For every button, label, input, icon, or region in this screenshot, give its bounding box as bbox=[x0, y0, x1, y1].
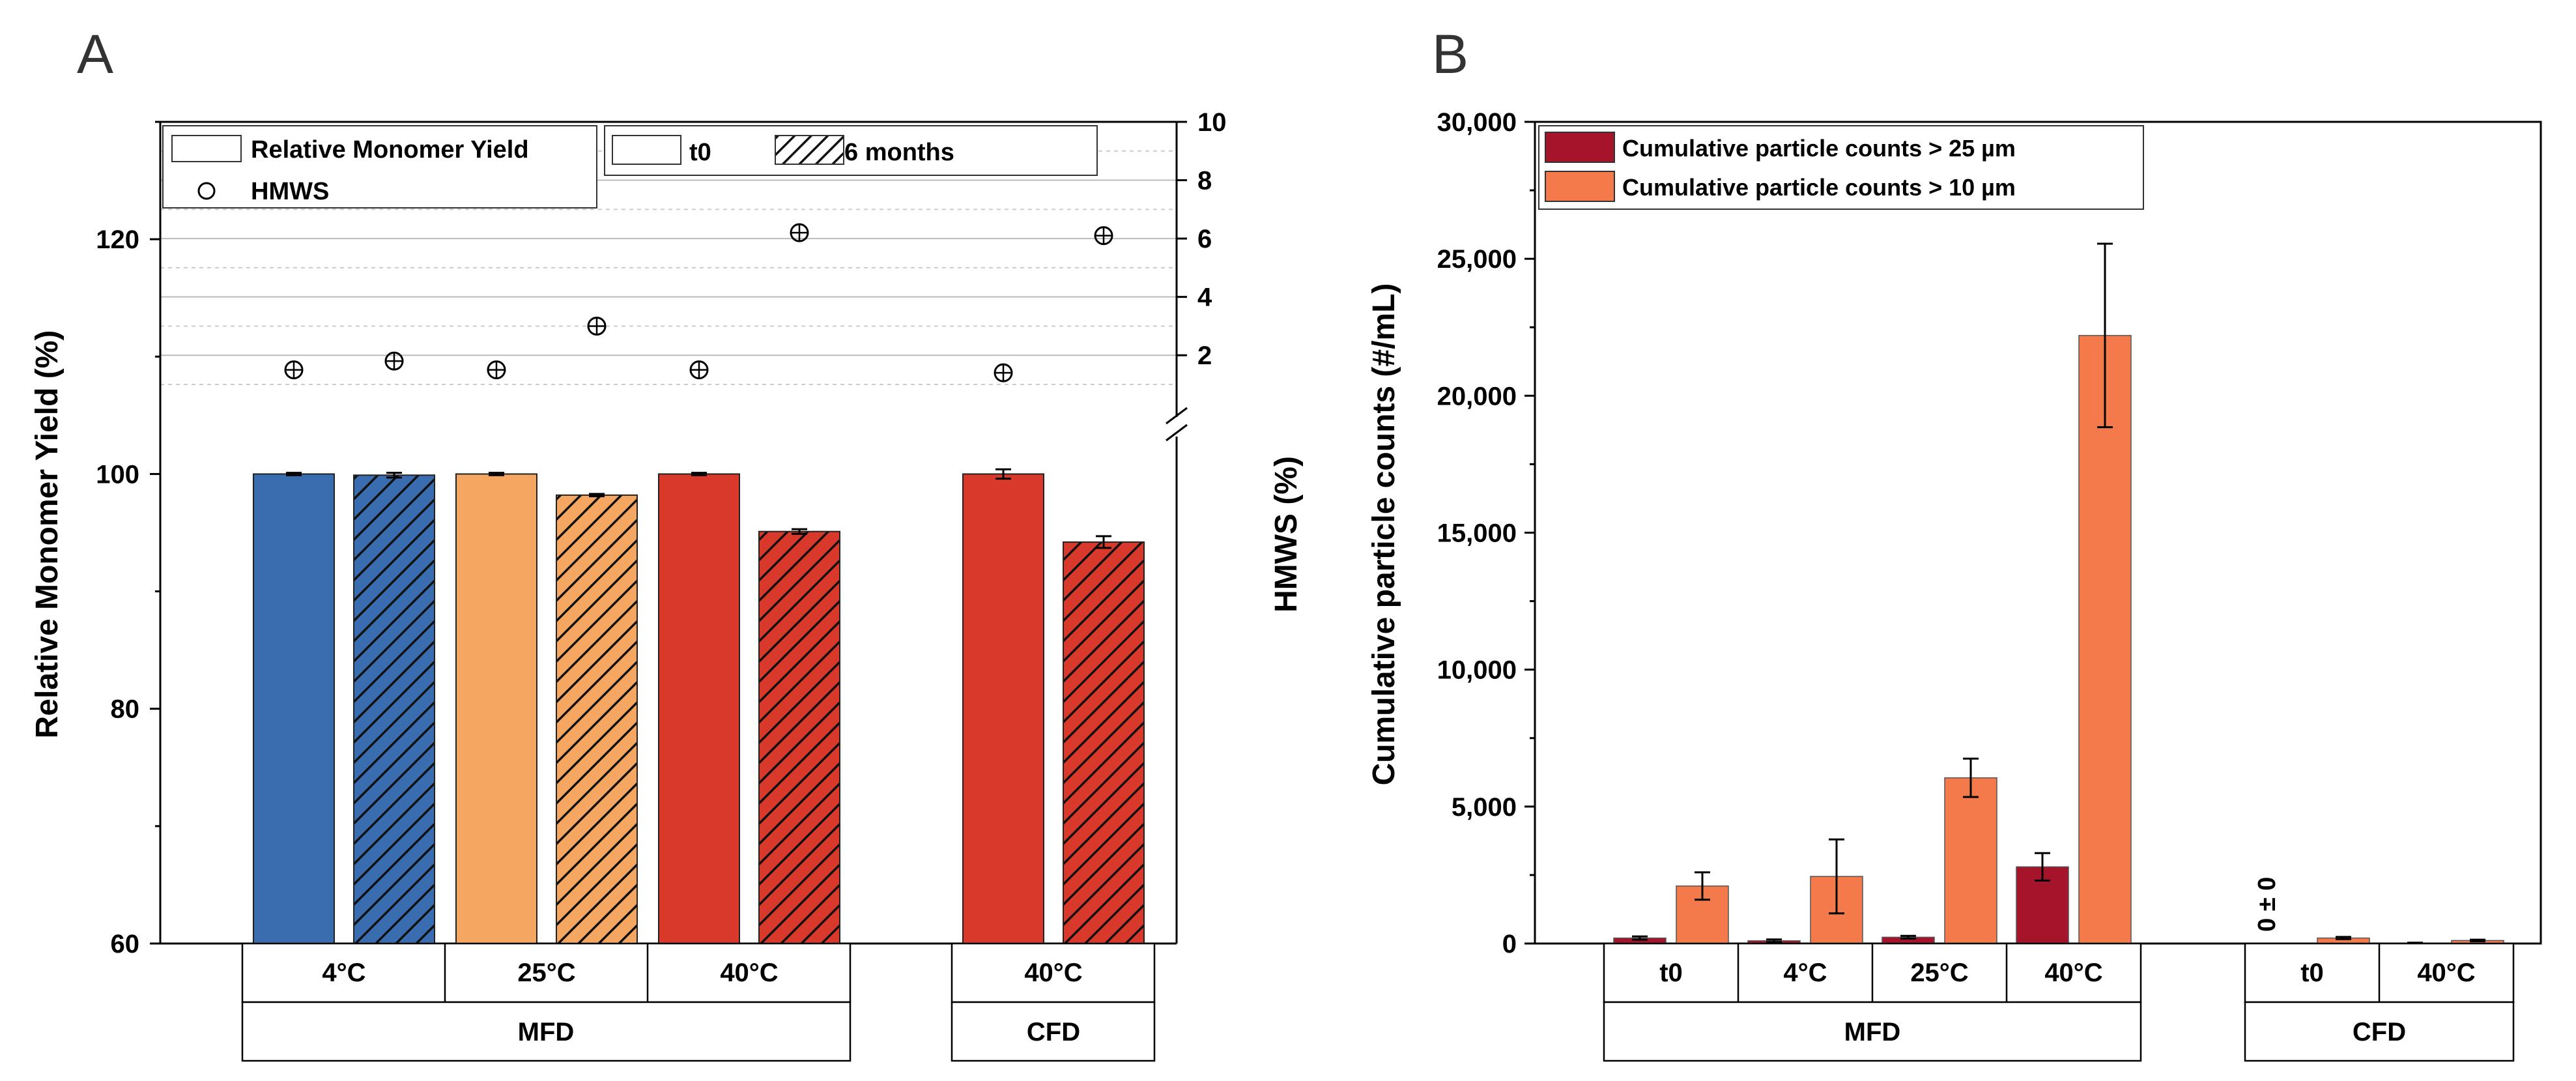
legend-monomer-hmws: Relative Monomer Yield HMWS bbox=[162, 125, 597, 209]
legend-box bbox=[1538, 125, 2144, 210]
monomer-bars bbox=[253, 473, 1145, 944]
plot-frame bbox=[1534, 121, 2542, 945]
condition-label: t0 bbox=[1659, 958, 1683, 987]
legend-particles: Cumulative particle counts > 25 µm Cumul… bbox=[1538, 125, 2144, 210]
bar-6-months bbox=[1063, 541, 1145, 944]
hmws-gridlines bbox=[160, 121, 1177, 385]
y2-tick-label: 6 bbox=[1197, 225, 1212, 253]
legend-swatch-25um bbox=[1545, 132, 1615, 163]
legend-label-6-months: 6 months bbox=[844, 139, 954, 166]
group-label-cfd: CFD bbox=[2353, 1018, 2406, 1046]
group-cell-mfd bbox=[241, 1001, 852, 1062]
legend-swatch-10um bbox=[1545, 171, 1615, 202]
y-tick-label: 120 bbox=[96, 225, 139, 254]
temperature-label: 25°C bbox=[517, 958, 575, 987]
y2-tick-label: 8 bbox=[1197, 167, 1212, 195]
y-tick-label: 20,000 bbox=[1437, 382, 1517, 411]
y-tick-label: 100 bbox=[96, 460, 139, 489]
legend-timepoints: t0 6 months bbox=[604, 125, 1098, 176]
y-axis-title: Cumulative particle counts (#/mL) bbox=[1367, 283, 1401, 786]
temperature-label: 40°C bbox=[720, 958, 778, 987]
legend-label-monomer: Relative Monomer Yield bbox=[251, 136, 529, 164]
bar-t0 bbox=[962, 473, 1044, 944]
group-label-cfd: CFD bbox=[1027, 1018, 1080, 1046]
bar-10um bbox=[2078, 335, 2132, 944]
group-label-mfd: MFD bbox=[518, 1018, 575, 1046]
condition-label: 40°C bbox=[2044, 958, 2102, 987]
y2-tick-label: 4 bbox=[1197, 283, 1212, 312]
legend-swatch-6-months bbox=[775, 135, 844, 165]
axis-break-mark bbox=[1166, 424, 1188, 442]
y-tick-label: 5,000 bbox=[1452, 793, 1517, 822]
y-tick-label: 60 bbox=[111, 930, 140, 958]
bar-6-months bbox=[353, 474, 435, 944]
y-tick-label: 25,000 bbox=[1437, 245, 1517, 274]
legend-swatch-t0 bbox=[612, 135, 681, 165]
bar-6-months bbox=[758, 530, 840, 944]
panel-b: B 0 5,000 10,000 15,000 20,000 25,000 30,000 C… bbox=[1367, 23, 2542, 1062]
temperature-row-mfd bbox=[241, 942, 852, 1003]
bar-6-months bbox=[556, 494, 638, 944]
condition-label: t0 bbox=[2300, 958, 2324, 987]
monomer-error-bars bbox=[286, 468, 1111, 549]
y-tick-label: 10,000 bbox=[1437, 656, 1517, 685]
legend-box bbox=[604, 125, 1098, 176]
condition-label: 40°C bbox=[2417, 958, 2475, 987]
x-category-table: t0 4°C 25°C 40°C t0 40°C MFD CFD bbox=[1603, 942, 2515, 1062]
x-category-table: 4°C 25°C 40°C 40°C MFD CFD bbox=[241, 942, 1156, 1062]
legend-label-25um: Cumulative particle counts > 25 µm bbox=[1622, 135, 2016, 162]
y-tick-label: 80 bbox=[111, 695, 140, 724]
temperature-label: 40°C bbox=[1024, 958, 1082, 987]
condition-label: 25°C bbox=[1910, 958, 1968, 987]
panel-b-letter: B bbox=[1432, 23, 1468, 85]
y-tick-label: 15,000 bbox=[1437, 519, 1517, 548]
legend-label-hmws: HMWS bbox=[251, 178, 329, 205]
group-cell-mfd bbox=[1603, 1001, 2142, 1062]
right-axis-ticks: 2 4 6 8 10 bbox=[1177, 108, 1227, 370]
y2-axis-title: HMWS (%) bbox=[1269, 456, 1304, 613]
bar-t0 bbox=[658, 473, 740, 944]
temperature-row-cfd bbox=[951, 942, 1156, 1003]
bar-t0 bbox=[253, 473, 335, 944]
legend-hmws-marker bbox=[197, 182, 216, 200]
y-axis-title: Relative Monomer Yield (%) bbox=[30, 330, 64, 739]
condition-label: 4°C bbox=[1783, 958, 1827, 987]
y2-tick-label: 2 bbox=[1197, 341, 1212, 370]
axis-break-mark bbox=[1166, 407, 1188, 425]
hmws-markers bbox=[284, 223, 1113, 382]
particle-error-bars bbox=[1632, 242, 2485, 945]
legend-label-10um: Cumulative particle counts > 10 µm bbox=[1622, 174, 2016, 201]
group-cell-cfd bbox=[951, 1001, 1156, 1062]
bar-10um bbox=[1944, 777, 1997, 944]
legend-label-t0: t0 bbox=[689, 139, 711, 166]
y-tick-label: 30,000 bbox=[1437, 108, 1517, 137]
y-tick-label: 0 bbox=[1502, 930, 1517, 958]
bar-t0 bbox=[455, 473, 537, 944]
left-axis-ticks: 60 80 100 120 bbox=[96, 121, 160, 958]
zero-annotation: 0 ± 0 bbox=[2254, 877, 2281, 932]
panel-a-letter: A bbox=[77, 23, 113, 85]
group-cell-cfd bbox=[2244, 1001, 2515, 1062]
panel-a: A 60 80 100 120 2 4 6 8 10 Relative Monomer Yie… bbox=[30, 23, 1304, 1062]
y2-tick-label: 10 bbox=[1197, 108, 1227, 137]
y-axis-ticks: 0 5,000 10,000 15,000 20,000 25,000 30,000 bbox=[1437, 108, 1535, 958]
legend-swatch-monomer bbox=[171, 135, 242, 162]
group-label-mfd: MFD bbox=[1844, 1018, 1901, 1046]
particle-bars bbox=[1613, 335, 2504, 944]
temperature-label: 4°C bbox=[322, 958, 365, 987]
